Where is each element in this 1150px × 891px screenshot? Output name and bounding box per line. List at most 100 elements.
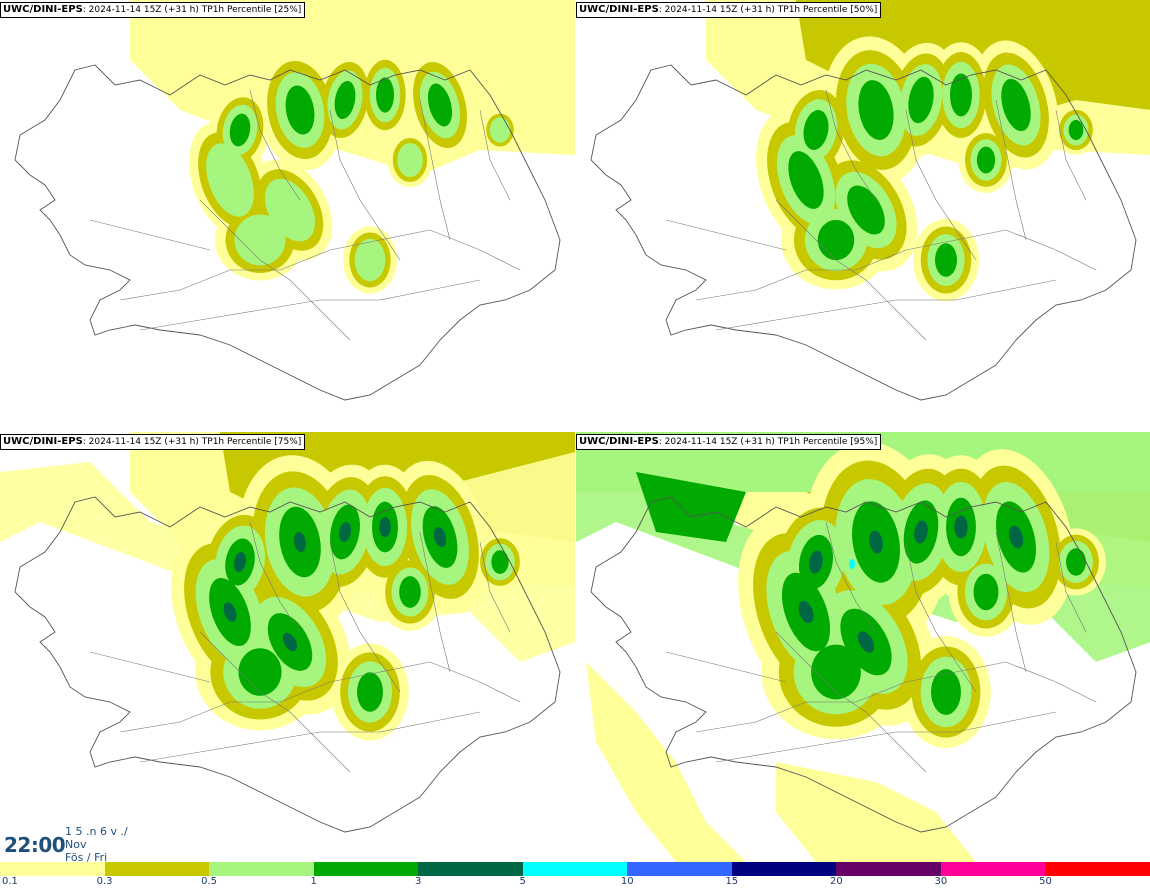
valid-time-day: 1 5 .n 6 v ./	[65, 825, 128, 838]
precip-cell-light	[354, 238, 386, 282]
road-line	[715, 279, 1057, 331]
road-line	[825, 521, 877, 633]
road-line	[419, 99, 451, 241]
precip-cell-max	[798, 600, 814, 624]
road-line	[665, 219, 787, 251]
precip-cell-core	[427, 83, 453, 127]
panel-title: UWC/DINI-EPS: 2024-11-14 15Z (+31 h) TP1…	[0, 2, 306, 18]
precip-cell-core	[1066, 548, 1086, 576]
precip-cell-core	[399, 576, 421, 608]
road-line	[775, 631, 927, 773]
coastline	[590, 64, 1137, 401]
precip-cell-core	[357, 672, 383, 712]
legend-tick-label: 30	[934, 876, 948, 887]
road-line	[479, 541, 511, 633]
map-panel-p25: UWC/DINI-EPS: 2024-11-14 15Z (+31 h) TP1…	[0, 0, 575, 430]
coastline	[14, 64, 561, 401]
coastline	[590, 496, 1137, 833]
precip-cell-core	[334, 80, 356, 120]
road-line	[89, 651, 211, 683]
precip-streak	[586, 662, 746, 862]
precip-cell-max	[379, 516, 391, 538]
precip-cell-core	[973, 573, 999, 611]
legend-color-2	[209, 862, 315, 876]
road-line	[695, 661, 1097, 733]
valid-time-month: Nov	[65, 838, 87, 851]
road-line	[665, 651, 787, 683]
legend-color-9	[940, 862, 1046, 876]
precip-cell-max	[1008, 525, 1024, 549]
precip-cell-max	[339, 522, 351, 542]
road-line	[995, 99, 1027, 241]
road-line	[479, 109, 511, 201]
legend-color-5	[522, 862, 628, 876]
precip-map	[576, 432, 1150, 862]
precip-cell-core	[976, 146, 996, 174]
road-line	[905, 541, 977, 693]
valid-time-weekday: Fös / Fri	[65, 851, 108, 864]
road-line	[119, 661, 521, 733]
precip-cell-max	[223, 602, 237, 622]
precip-cell-core	[788, 151, 824, 209]
legend-tick-label: 15	[725, 876, 739, 887]
precip-cell-core	[1068, 119, 1084, 141]
precip-cell-core	[908, 76, 934, 124]
precip-cell-core	[950, 73, 972, 117]
precip-cell-max	[954, 515, 968, 539]
legend-color-8	[836, 862, 942, 876]
legend-color-1	[104, 862, 210, 876]
precip-cell-core	[847, 185, 885, 235]
legend-tick-label: 50	[1039, 876, 1052, 887]
precip-cell-core	[1001, 78, 1031, 132]
precip-cell-core	[376, 77, 394, 113]
precip-cell-core	[238, 648, 282, 696]
precip-map	[14, 0, 575, 401]
precip-cell-light	[397, 143, 423, 177]
road-line	[419, 531, 451, 673]
precip-cell-core	[229, 113, 251, 147]
road-line	[139, 711, 481, 763]
coastline	[14, 496, 561, 833]
road-line	[1055, 109, 1087, 201]
precip-cell-light	[234, 214, 286, 266]
road-line	[249, 521, 301, 633]
road-line	[995, 531, 1027, 673]
precip-cell-max	[869, 530, 883, 554]
legend-tick-label: 0.1	[2, 876, 18, 887]
road-line	[329, 541, 401, 693]
precip-cell-core	[811, 644, 861, 700]
precip-cell-max	[234, 552, 246, 572]
road-line	[715, 711, 1057, 763]
precip-cell-max	[433, 527, 447, 547]
legend-tick-label: 1	[310, 876, 317, 887]
precip-cell-core	[858, 80, 894, 140]
road-line	[329, 109, 401, 261]
precip-cell-max	[857, 631, 875, 653]
road-line	[905, 109, 977, 261]
legend-tick-label: 5	[519, 876, 526, 887]
legend-tick-label: 10	[620, 876, 634, 887]
precip-cell-light	[489, 117, 511, 143]
legend-tick-label: 0.5	[201, 876, 218, 887]
legend-tick-label: 3	[414, 876, 422, 887]
precip-cell-max	[914, 520, 928, 544]
road-line	[199, 631, 351, 773]
road-line	[89, 219, 211, 251]
legend-color-7	[731, 862, 837, 876]
legend-color-4	[418, 862, 524, 876]
precip-cell-core	[817, 219, 855, 261]
precip-cell-peak	[849, 559, 855, 569]
road-line	[1055, 541, 1087, 633]
road-line	[775, 199, 927, 341]
precip-map	[0, 432, 575, 833]
precip-cell-max	[294, 532, 306, 552]
precip-cell-core	[285, 85, 315, 135]
legend-color-3	[313, 862, 419, 876]
road-line	[825, 89, 877, 201]
precip-area-heavy	[636, 472, 746, 542]
road-line	[119, 229, 521, 301]
precip-cell-max	[809, 550, 823, 574]
map-panel-p50: UWC/DINI-EPS: 2024-11-14 15Z (+31 h) TP1…	[576, 0, 1150, 430]
road-line	[139, 279, 481, 331]
legend-tick-label: 20	[829, 876, 843, 887]
